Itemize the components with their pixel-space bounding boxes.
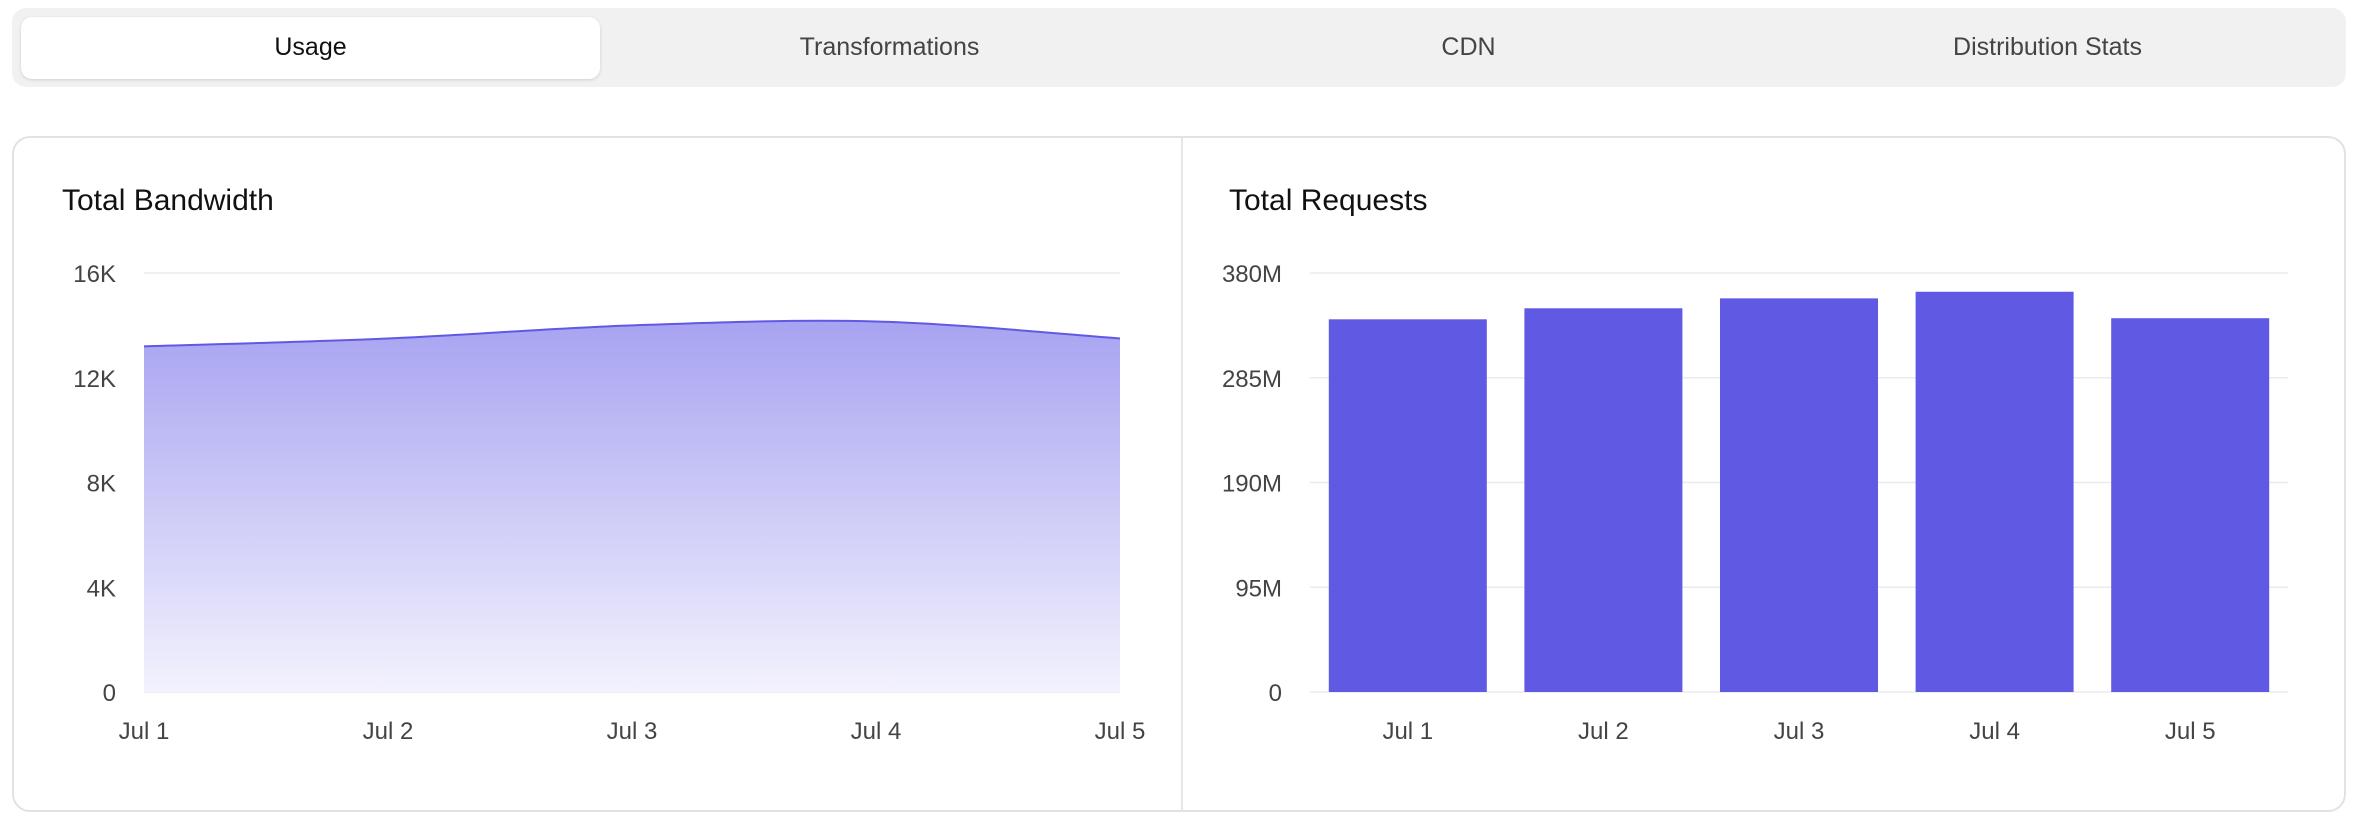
requests-chart-title: Total Requests [1229, 184, 1428, 217]
tab-usage[interactable]: Usage [21, 16, 600, 79]
bandwidth-chart-title: Total Bandwidth [62, 184, 274, 217]
tab-cdn[interactable]: CDN [1441, 33, 1496, 61]
tab-distribution-stats[interactable]: Distribution Stats [1953, 33, 2142, 61]
charts-card: Total Bandwidth Total Requests [12, 136, 2346, 812]
tab-transformations[interactable]: Transformations [799, 33, 980, 61]
tab-bar: Usage Transformations CDN Distribution S… [12, 8, 2346, 87]
panel-divider [1181, 138, 1183, 810]
